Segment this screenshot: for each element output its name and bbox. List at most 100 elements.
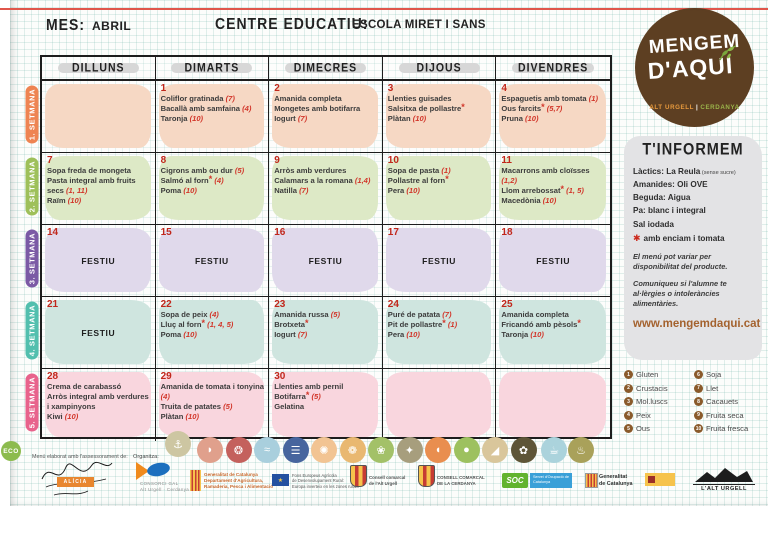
allergen-numbers: (4) [214, 175, 224, 185]
header-highlight [171, 63, 253, 73]
menu-line: Iogurt (7) [274, 113, 308, 123]
allergen-number-badge: 9 [694, 410, 703, 420]
red-asterisk-icon: ✱ [633, 232, 641, 243]
menu-line: Amanida completa [501, 310, 569, 319]
menu-line: Amanida russa (5) [274, 310, 341, 319]
allergen-number-badge: 10 [694, 424, 703, 434]
allergen-numbers: (5) [234, 166, 245, 175]
allergen-numbers: (10) [406, 185, 420, 195]
day-number: 23 [274, 299, 286, 310]
day-number: 9 [274, 155, 280, 166]
fish-icon: ≈ [254, 437, 280, 463]
pasta-icon: ✺ [311, 437, 337, 463]
day-header-dimarts: DIMARTS [155, 57, 270, 81]
cell-blob [499, 228, 606, 292]
cell-blob [45, 156, 151, 220]
menu-cell-day-25: 25 Amanida completa Fricandó amb pèsols* Ta… [496, 297, 610, 369]
menu-cell-day-18: 18 FESTIU [496, 225, 610, 297]
allergen-name: Ous [636, 424, 650, 434]
menu-line: Natilla (7) [274, 185, 309, 195]
menu-line: Iogurt (7) [274, 329, 308, 339]
cell-blob [272, 84, 378, 148]
day-number: 16 [274, 227, 286, 238]
menu-cell-day-10: 10 Sopa de pasta (1) Pollastre al forn* Per… [382, 153, 497, 225]
cell-blob [385, 372, 492, 437]
header-highlight [398, 63, 480, 73]
allergen-number-badge: 3 [624, 397, 633, 407]
legume-icon: ✿ [510, 437, 537, 463]
festiu-label: FESTIU [422, 255, 456, 266]
menu-line: Sopa de pasta (1) [387, 166, 451, 175]
allergen-numbers: (10) [185, 411, 200, 421]
cell-blob [272, 300, 378, 364]
logo-text-line: de Catalunya [599, 480, 633, 487]
day-number: 2 [274, 83, 280, 94]
allergen-numbers: (1) [441, 166, 451, 175]
allergen-name: Peix [636, 410, 651, 420]
allergen-numbers: (10) [406, 329, 420, 339]
gal-logo-triangle [136, 462, 149, 480]
day-header-divendres: DIVENDRES [496, 57, 610, 81]
day-number: 4 [501, 83, 507, 94]
allergen-numbers: (7) [297, 329, 308, 339]
menu-cell-day-9: 9 Arròs amb verdures Calamars a la romana … [269, 153, 383, 225]
info-line-small: (sense sucre) [700, 170, 736, 176]
menu-line: Bacallà amb samfaina (4) [160, 103, 252, 113]
menu-line: Salsitxa de pollastre* [387, 101, 465, 113]
allergen-star: * [442, 317, 446, 328]
menu-line: Pasta integral amb fruits secs (1, 11) [47, 175, 136, 195]
allergen-name: Llet [706, 383, 719, 393]
menu-line: Espaguetis amb tomata (1) [501, 94, 599, 103]
allergen-numbers: (7) [299, 185, 309, 195]
day-number: 3 [387, 83, 394, 94]
logo-text-line: Departament d'Agricultura, [204, 477, 264, 483]
chef-icon: ♨ [568, 437, 594, 463]
allergen-number-badge: 7 [694, 383, 703, 393]
week-label-5: 5. SETMANA [25, 373, 39, 432]
menu-cell-day-16: 16 FESTIU [269, 225, 383, 297]
allergen-numbers: (10) [183, 185, 197, 195]
wheat-icon: ❁ [339, 437, 366, 463]
day-number: 10 [387, 155, 399, 166]
day-header-label: DIMARTS [184, 61, 240, 75]
allergen-legend: 1 Gluten 2 Crustacis 3 Mol.luscs 4 Peix 5 Ous 6 Soj… [624, 368, 764, 436]
day-number: 7 [47, 155, 53, 166]
menu-line: Llom arrebossat* (1, 5) [501, 183, 584, 195]
allergen-star: * [445, 173, 449, 184]
cell-blob [158, 300, 265, 364]
festiu-label: FESTIU [308, 255, 343, 266]
festiu-label: FESTIU [536, 255, 571, 266]
logo-text-line: de l'Alt Urgell [369, 480, 398, 486]
info-line: Amanides: Oli OVE [633, 180, 708, 190]
day-number: 30 [274, 371, 286, 382]
festiu-label: FESTIU [194, 255, 229, 266]
generalitat-logo: Generalitat de Catalunya [599, 474, 633, 488]
logo-text-line: Generalitat de Catalunya [204, 472, 258, 477]
logo-region-2: CERDANYA [700, 104, 740, 111]
menu-line: Llenties amb pernil [274, 382, 344, 391]
logo-text-line: CONSELL COMARCAL [437, 475, 485, 480]
menu-line: Poma (10) [160, 185, 197, 195]
logo-text-line: Ramaderia, Pesca i Alimentació [204, 483, 274, 489]
menu-cell-empty [42, 81, 156, 153]
cell-blob [385, 156, 492, 220]
allergen-name: Fruita seca [706, 410, 744, 420]
logo-text-line: de Desenvolupament Rural: [292, 478, 344, 484]
allergen-numbers: (1) [588, 94, 599, 103]
menu-line: Crema de carabassó [47, 382, 122, 391]
allergen-legend-item: 7 Llet [694, 382, 764, 396]
menu-line: Plàtan (10) [387, 113, 427, 123]
allergen-numbers: (5) [311, 391, 321, 401]
cerdanya-crest-icon [418, 465, 435, 487]
cheese-icon: ◢ [482, 437, 508, 463]
day-number: 18 [501, 227, 513, 238]
eco-badge: ECO [1, 441, 21, 461]
eu-funds-logo: Fons Europeus Agrícola de Desenvolupamen… [292, 473, 359, 489]
website-link[interactable]: www.mengemdaqui.cat [633, 317, 761, 330]
allergen-numbers: (5) [223, 401, 233, 411]
allergen-numbers: (1, 11) [66, 185, 88, 195]
menu-cell-day-2: 2 Amanida completa Mongetes amb botifarra I… [269, 81, 383, 153]
meat-icon: ◗ [197, 437, 223, 463]
allergen-legend-item: 3 Mol.luscs [624, 395, 694, 409]
menu-line: Sopa freda de mongeta [47, 166, 131, 175]
